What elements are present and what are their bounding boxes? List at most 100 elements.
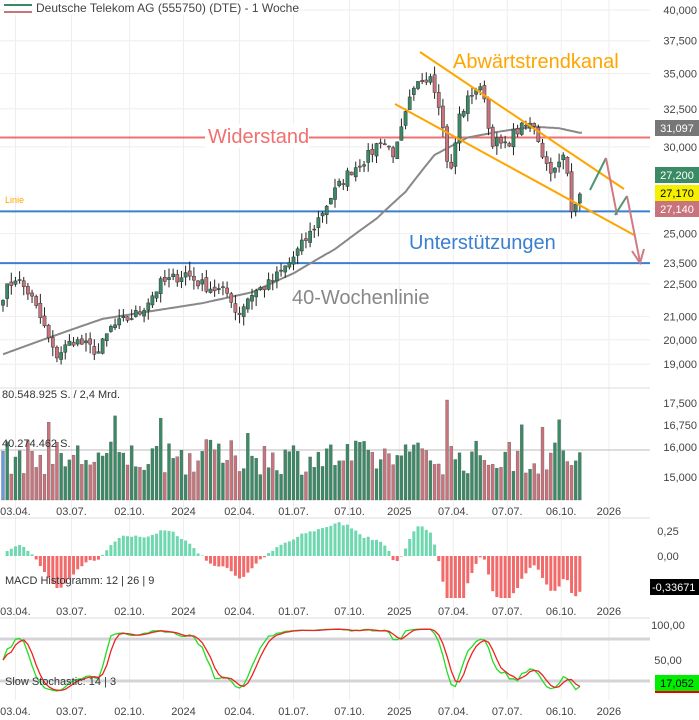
macd-bar — [316, 529, 320, 556]
macd-bar — [325, 527, 329, 556]
candle-body — [270, 280, 275, 282]
price-badge-text: 27,140 — [660, 204, 694, 216]
x-tick-label: 03.04. — [0, 606, 31, 618]
stochastic-tick-label: 50,00 — [654, 655, 682, 667]
candle-body — [362, 164, 366, 167]
stochastic-badge-underline — [655, 691, 699, 693]
x-tick-label: 02.04. — [224, 606, 255, 618]
candle-body — [395, 141, 400, 159]
volume-bar — [225, 460, 229, 501]
candle-body — [46, 324, 51, 338]
volume-bar — [1, 450, 5, 501]
volume-bar — [295, 451, 300, 501]
volume-bar — [515, 450, 520, 501]
macd-bar — [138, 536, 142, 556]
candle-body — [445, 126, 449, 162]
candle-body — [337, 180, 341, 186]
macd-bar — [482, 556, 486, 560]
volume-bar — [287, 451, 292, 501]
candle-body — [565, 156, 570, 174]
macd-bar — [96, 556, 100, 560]
candle-body — [59, 352, 63, 360]
macd-bar — [329, 525, 333, 556]
price-tick-label: 21,000 — [663, 312, 697, 324]
volume-bar — [312, 467, 316, 501]
candle-body — [507, 143, 512, 147]
candle-body — [34, 296, 39, 306]
candle-body — [482, 85, 487, 100]
macd-bar — [130, 536, 134, 556]
candle-body — [113, 324, 117, 329]
volume-bar — [532, 463, 536, 501]
macd-bar — [184, 540, 188, 556]
macd-bar — [491, 556, 495, 592]
macd-bar — [117, 538, 121, 556]
volume-tick-label: 16,750 — [663, 420, 697, 432]
volume-bar — [349, 460, 354, 501]
price-badge-text: 27,200 — [660, 170, 694, 182]
candle-body — [117, 318, 122, 326]
volume-bar — [291, 445, 296, 501]
stochastic-badge — [655, 675, 699, 691]
candle-body — [349, 171, 354, 176]
volume-tick-label: 16,000 — [663, 442, 697, 454]
candle-body — [573, 204, 578, 212]
candle-body — [26, 286, 30, 295]
volume-bar — [345, 444, 350, 501]
macd-bar — [304, 533, 308, 556]
volume-bar — [129, 445, 134, 501]
macd-bar — [437, 556, 441, 562]
macd-bar — [47, 556, 51, 579]
candle-body — [246, 298, 250, 310]
macd-bar — [391, 556, 395, 561]
macd-bar — [192, 548, 196, 556]
x-tick-label: 02.10. — [114, 606, 145, 618]
volume-bar — [553, 442, 557, 501]
macd-bar — [43, 556, 46, 573]
volume-bar — [84, 460, 88, 501]
macd-bar — [499, 556, 503, 598]
volume-bar — [540, 426, 545, 501]
macd-bar — [470, 556, 474, 574]
candle-body — [21, 280, 26, 287]
volume-bar — [109, 441, 113, 501]
macd-bar — [200, 555, 204, 556]
stochastic-tick-label: 100,00 — [651, 620, 685, 632]
candle-body — [30, 292, 34, 297]
volume-bar — [578, 452, 582, 501]
candle-body — [441, 105, 445, 128]
volume-bar — [34, 467, 38, 501]
candle-body — [204, 277, 209, 292]
candle-body — [138, 311, 142, 315]
candle-body — [192, 275, 196, 281]
candle-body — [465, 95, 470, 114]
candle-body — [171, 273, 176, 278]
volume-tick-label: 17,500 — [663, 398, 697, 410]
macd-bar — [557, 556, 561, 587]
x-tick-label: 07.04. — [438, 606, 469, 618]
projection-down-line — [626, 195, 641, 263]
x-tick-label: 2025 — [387, 606, 411, 618]
candle-body — [333, 187, 337, 200]
macd-bar — [88, 556, 92, 561]
candle-body — [540, 142, 545, 158]
candle-body — [237, 312, 242, 316]
x-tick-label: 2025 — [387, 706, 411, 718]
macd-bar — [242, 556, 246, 577]
candle-body — [229, 293, 234, 303]
channel-lower-line — [394, 103, 635, 236]
candle-body — [158, 278, 163, 294]
volume-bar — [63, 466, 67, 501]
volume-bar — [250, 455, 254, 501]
candle-body — [163, 277, 167, 282]
candle-body — [92, 346, 97, 355]
volume-bar — [138, 467, 142, 501]
volume-bar — [262, 446, 267, 501]
candle-body — [524, 124, 528, 127]
x-tick-label: 01.07. — [278, 506, 309, 518]
candle-body — [179, 277, 184, 282]
candle-body — [366, 150, 371, 163]
macd-tick-label: 0,25 — [657, 526, 678, 538]
macd-bar — [238, 556, 242, 579]
candle-body — [345, 170, 350, 187]
